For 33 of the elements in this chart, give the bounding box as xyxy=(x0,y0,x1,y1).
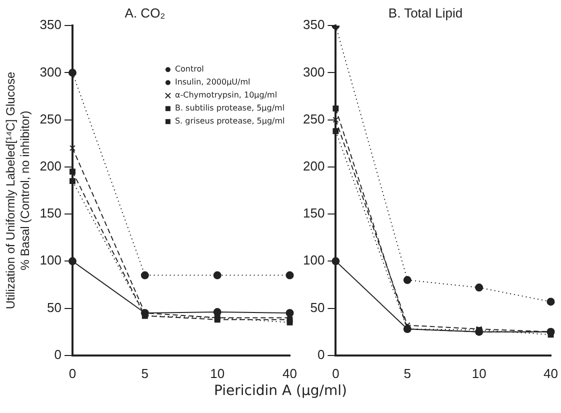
y-tick-label: 300 xyxy=(40,64,62,80)
legend-label: Control xyxy=(174,64,204,74)
chart-title: B. Total Lipid xyxy=(388,5,463,20)
legend-label: S. griseus protease, 5μg/ml xyxy=(174,116,285,126)
y-axis-title: Utilization of Uniformly Labeled[¹⁴C] Glucose % Basal (Control, no inhibitor) xyxy=(4,72,32,310)
y-tick-label: 300 xyxy=(302,64,325,80)
x-tick-label: 0 xyxy=(332,366,340,381)
y-tick-label: 350 xyxy=(302,17,325,32)
y-tick-label: 350 xyxy=(40,17,62,32)
x-tick-label: 40 xyxy=(282,366,298,381)
y-tick-label: 0 xyxy=(54,346,62,362)
legend-label: B. subtilis protease, 5μg/ml xyxy=(174,104,285,113)
y-tick-label: 50 xyxy=(310,300,325,315)
y-tick-label: 250 xyxy=(302,111,325,126)
y-tick-label: 200 xyxy=(302,158,325,174)
x-tick-label: 5 xyxy=(141,366,149,381)
x-tick-label: 40 xyxy=(544,366,558,381)
x-tick-label: 10 xyxy=(210,366,225,381)
legend-label: α-Chymotrypsin, 10μg/ml xyxy=(174,90,278,100)
y-tick-label: 200 xyxy=(40,158,62,174)
legend-label: Insulin, 2000μU/ml xyxy=(174,78,250,87)
x-tick-label: 10 xyxy=(472,366,486,381)
y-tick-label: 50 xyxy=(47,300,62,315)
x-tick-label: 0 xyxy=(68,366,76,381)
y-tick-label: 150 xyxy=(302,206,325,221)
y-tick-label: 100 xyxy=(302,252,325,268)
y-tick-label: 150 xyxy=(40,206,62,221)
x-tick-label: 5 xyxy=(404,366,411,381)
y-tick-label: 0 xyxy=(317,346,325,362)
x-axis-title: Piericidin A (μg/ml) xyxy=(213,383,348,399)
y-tick-label: 250 xyxy=(40,111,62,126)
chart-title: A. CO₂ xyxy=(124,5,166,20)
y-tick-label: 100 xyxy=(40,252,62,268)
